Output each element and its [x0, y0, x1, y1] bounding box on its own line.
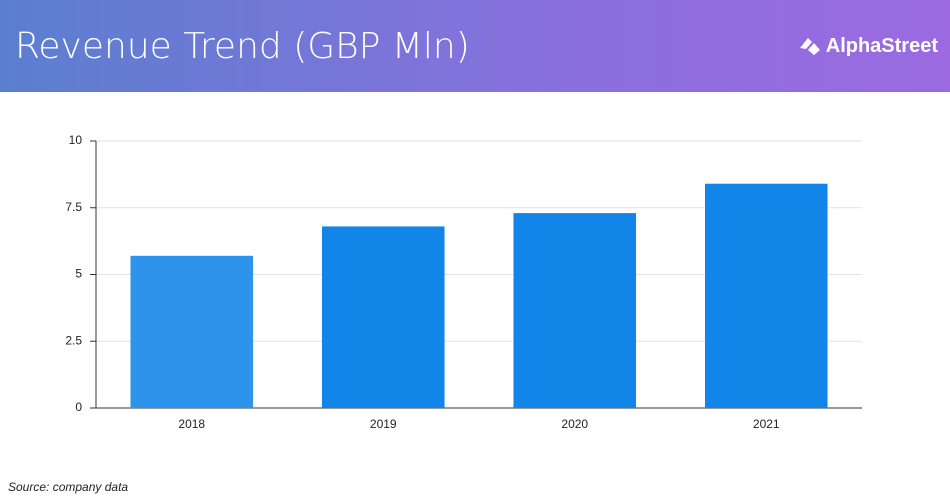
- x-tick-label: 2021: [753, 417, 780, 431]
- bar: [321, 226, 445, 408]
- x-tick-label: 2020: [561, 417, 588, 431]
- chart-title: Revenue Trend (GBP Mln): [15, 26, 470, 67]
- bar: [130, 255, 254, 408]
- source-note: Source: company data: [8, 480, 129, 494]
- brand-name: AlphaStreet: [825, 35, 938, 57]
- brand-logo: AlphaStreet: [798, 35, 938, 58]
- y-tick-label: 7.5: [65, 200, 82, 214]
- x-tick-label: 2019: [370, 417, 397, 431]
- y-tick-label: 5: [75, 267, 82, 281]
- logo-icon: [799, 38, 820, 55]
- header-banner: Revenue Trend (GBP Mln) AlphaStreet: [0, 0, 950, 92]
- x-tick-label: 2018: [178, 417, 205, 431]
- bar: [704, 183, 828, 408]
- bar: [513, 213, 637, 408]
- y-tick-label: 10: [69, 133, 83, 147]
- y-tick-label: 0: [75, 400, 82, 414]
- y-tick-label: 2.5: [65, 333, 82, 347]
